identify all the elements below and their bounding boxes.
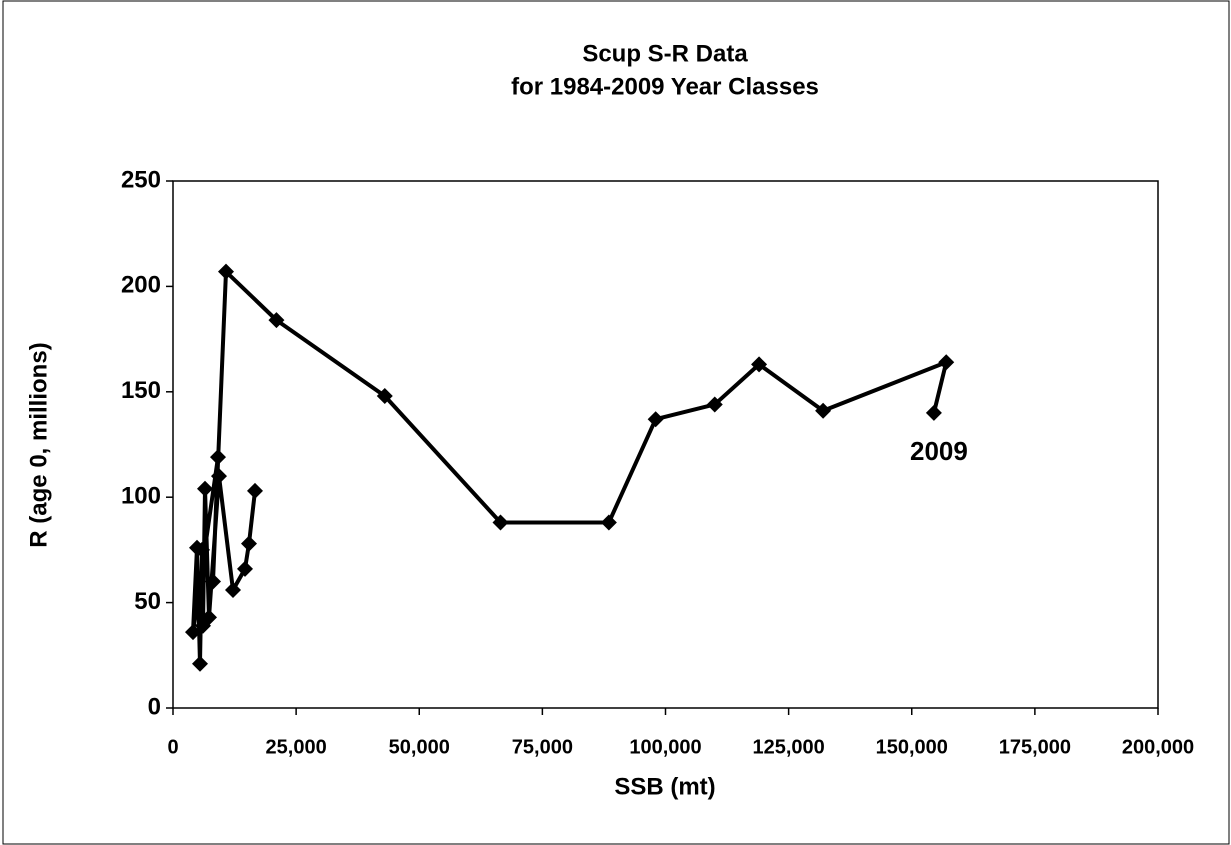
- marker: [938, 354, 955, 371]
- marker: [210, 468, 227, 485]
- x-tick-label: 0: [167, 736, 178, 758]
- marker: [204, 573, 221, 590]
- marker: [184, 624, 201, 641]
- marker: [492, 514, 509, 531]
- marker: [247, 482, 264, 499]
- y-tick-label: 200: [121, 272, 161, 299]
- x-tick-label: 75,000: [512, 736, 573, 758]
- marker: [751, 356, 768, 373]
- marker: [925, 404, 942, 421]
- marker: [706, 396, 723, 413]
- marker: [224, 581, 241, 598]
- x-tick-label: 125,000: [752, 736, 824, 758]
- marker: [191, 655, 208, 672]
- y-tick-label: 50: [134, 588, 161, 615]
- chart-subtitle: for 1984-2009 Year Classes: [511, 73, 819, 100]
- chart-title: Scup S-R Data: [582, 40, 748, 67]
- marker: [376, 388, 393, 405]
- x-axis-label: SSB (mt): [614, 773, 715, 800]
- y-tick-label: 150: [121, 377, 161, 404]
- x-tick-label: 150,000: [876, 736, 948, 758]
- x-tick-label: 25,000: [266, 736, 327, 758]
- y-tick-label: 100: [121, 483, 161, 510]
- annotation: 2009: [910, 436, 968, 466]
- marker: [647, 411, 664, 428]
- marker: [237, 560, 254, 577]
- marker: [194, 617, 211, 634]
- x-tick-label: 175,000: [999, 736, 1071, 758]
- marker: [197, 480, 214, 497]
- marker: [217, 263, 234, 280]
- marker: [210, 449, 227, 466]
- y-axis-label: R (age 0, millions): [25, 342, 52, 547]
- marker: [600, 514, 617, 531]
- marker: [815, 402, 832, 419]
- marker: [268, 312, 285, 329]
- marker: [188, 539, 205, 556]
- y-tick-label: 0: [148, 693, 161, 720]
- x-tick-label: 200,000: [1122, 736, 1194, 758]
- x-tick-label: 50,000: [389, 736, 450, 758]
- marker: [240, 535, 257, 552]
- x-tick-label: 100,000: [629, 736, 701, 758]
- y-tick-label: 250: [121, 166, 161, 193]
